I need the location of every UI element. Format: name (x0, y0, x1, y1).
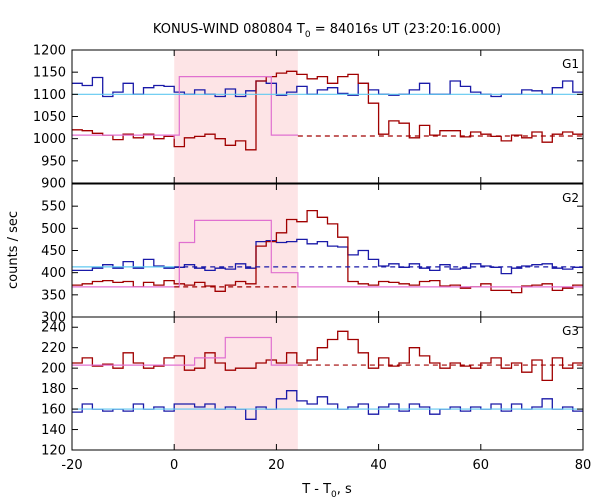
y-tick-label: 200 (41, 362, 66, 377)
y-tick-label: 900 (41, 177, 66, 192)
y-tick-label: 450 (41, 244, 66, 259)
panel-frame (71, 316, 584, 451)
panels-group: 90095010001050110011501200G1300350400450… (33, 44, 591, 474)
panel-label: G3 (562, 324, 579, 338)
lightcurve-series-blue (72, 238, 583, 275)
panel-series-group (72, 330, 583, 420)
chart-title: KONUS-WIND 080804 T0 = 84016s UT (23:20:… (153, 22, 501, 40)
y-tick-label: 950 (41, 154, 66, 169)
x-axis-title: T - T0, s (301, 482, 352, 500)
y-tick-label: 500 (41, 222, 66, 237)
model-curve (72, 76, 298, 139)
highlight-interval (174, 50, 298, 450)
x-tick-label: 20 (268, 458, 285, 473)
lightcurve-series-red (72, 330, 583, 382)
model-curve (72, 219, 583, 288)
y-tick-label: 220 (41, 341, 66, 356)
y-tick-label: 1100 (33, 88, 66, 103)
y-tick-label: 240 (41, 321, 66, 336)
y-tick-label: 120 (41, 444, 66, 459)
y-tick-label: 400 (41, 266, 66, 281)
panel-label: G2 (562, 191, 579, 205)
panel-series-group (72, 70, 583, 151)
y-tick-label: 1150 (33, 66, 66, 81)
y-tick-label: 550 (41, 200, 66, 215)
x-tick-label: 0 (170, 458, 178, 473)
x-tick-label: -20 (61, 458, 82, 473)
x-tick-label: 40 (370, 458, 387, 473)
panel-g2: 300 350 400 450 500 550 G2 (41, 183, 584, 326)
panel-frame (71, 49, 584, 184)
x-tick-label: 80 (575, 458, 592, 473)
chart-title-subscript: 0 (305, 30, 311, 40)
model-curve (72, 336, 298, 366)
y-tick-label: 180 (41, 382, 66, 397)
panel-g3: 120 140 160 180 200 220 240 G3 (41, 316, 584, 459)
panel-series-group (72, 209, 583, 294)
x-axis: -20 0 20 40 60 80 (61, 458, 591, 473)
panel-g1: 900 950 1000 1050 1100 1150 1200 G1 (33, 44, 584, 192)
lightcurve-series-blue (72, 76, 583, 98)
y-tick-label: 1050 (33, 110, 66, 125)
x-axis-title-subscript: 0 (331, 490, 337, 500)
y-tick-label: 1200 (33, 44, 66, 59)
panel-label: G1 (562, 57, 579, 71)
y-tick-label: 350 (41, 288, 66, 303)
y-tick-label: 1000 (33, 132, 66, 147)
lightcurve-series-red (72, 70, 583, 151)
lightcurve-series-blue (72, 390, 583, 420)
panel-frame (71, 183, 584, 318)
lightcurve-series-red (72, 209, 583, 294)
y-tick-label: 300 (41, 311, 66, 326)
y-axis-title: counts / sec (6, 211, 21, 289)
y-tick-label: 160 (41, 403, 66, 418)
y-tick-label: 140 (41, 423, 66, 438)
x-tick-label: 60 (473, 458, 490, 473)
